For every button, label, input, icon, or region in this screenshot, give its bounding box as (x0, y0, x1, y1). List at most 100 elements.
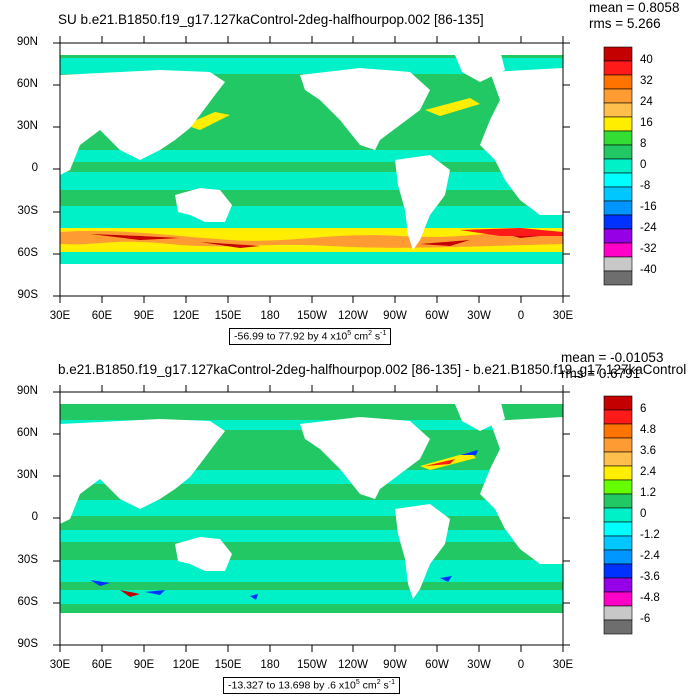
colorbar-swatch (603, 563, 633, 579)
colorbar-swatch (603, 46, 633, 62)
p1-lat-label: 30S (17, 205, 38, 217)
p1-lon-label: 30E (49, 310, 71, 322)
colorbar-label: 0 (640, 159, 647, 171)
colorbar-swatch (603, 74, 633, 90)
colorbar-label: -16 (640, 201, 657, 213)
panel2-title: b.e21.B1850.f19_g17.127kaControl-2deg-ha… (58, 362, 687, 377)
colorbar-swatch (603, 507, 633, 523)
colorbar-label: 24 (640, 96, 653, 108)
panel1-range-box: -56.99 to 77.92 by 4 x105 cm2 s-1 (229, 328, 392, 345)
colorbar-swatch (603, 535, 633, 551)
colorbar-swatch (603, 242, 633, 258)
colorbar-swatch (603, 186, 633, 202)
range-exp: 5 (347, 330, 352, 337)
colorbar-swatch (603, 619, 633, 635)
p1-lat-label: 60S (17, 247, 38, 259)
colorbar-swatch (603, 116, 633, 132)
p1-lat-label: 0 (31, 162, 38, 174)
p2-lon-label: 90E (133, 659, 155, 671)
colorbar-label: -6 (640, 613, 651, 625)
colorbar-swatch (603, 451, 633, 467)
panel2-map (59, 391, 564, 646)
panel1-rms: rms = 5.266 (589, 16, 661, 31)
colorbar-label: 32 (640, 75, 653, 87)
panel1-colorbar (603, 46, 633, 286)
colorbar-swatch (603, 423, 633, 439)
colorbar-swatch (603, 130, 633, 146)
colorbar-label: 40 (640, 54, 653, 66)
p1-lat-label: 90S (17, 289, 38, 301)
colorbar-label: -40 (640, 264, 657, 276)
range-unit: cm (359, 679, 377, 692)
colorbar-label: 8 (640, 138, 647, 150)
p1-lon-label: 120E (172, 310, 200, 322)
colorbar-label: -1.2 (640, 529, 660, 541)
panel2-mean: mean = -0.01053 (561, 350, 664, 365)
colorbar-swatch (603, 409, 633, 425)
colorbar-swatch (603, 591, 633, 607)
p1-lat-label: 60N (16, 78, 38, 90)
panel1-title: SU b.e21.B1850.f19_g17.127kaControl-2deg… (58, 12, 484, 27)
colorbar-swatch (603, 395, 633, 411)
p1-lon-label: 60E (91, 310, 113, 322)
p1-lon-label: 30E (552, 310, 574, 322)
colorbar-swatch (603, 214, 633, 230)
p1-lat-label: 30N (16, 120, 38, 132)
p2-lon-label: 0 (517, 659, 525, 671)
colorbar-swatch (603, 479, 633, 495)
range-unit-exp: 2 (376, 679, 381, 686)
colorbar-label: 0 (640, 508, 647, 520)
colorbar-swatch (603, 102, 633, 118)
colorbar-swatch (603, 437, 633, 453)
p2-lon-label: 90W (383, 659, 407, 671)
colorbar-swatch (603, 158, 633, 174)
colorbar-swatch (603, 493, 633, 509)
p1-lon-label: 90W (383, 310, 407, 322)
colorbar-label: 3.6 (640, 445, 656, 457)
p1-lon-label: 60W (425, 310, 449, 322)
colorbar-label: -8 (640, 180, 651, 192)
p1-lon-label: 150E (214, 310, 242, 322)
colorbar-swatch (603, 605, 633, 621)
colorbar-swatch (603, 60, 633, 76)
p2-lon-label: 120W (337, 659, 369, 671)
colorbar-swatch (603, 256, 633, 272)
p2-lat-label: 60N (16, 427, 38, 439)
colorbar-swatch (603, 465, 633, 481)
p2-lon-label: 30E (49, 659, 71, 671)
p2-lon-label: 150E (214, 659, 242, 671)
p1-lon-label: 180 (260, 310, 280, 322)
p2-lon-label: 30E (552, 659, 574, 671)
p2-lat-label: 30S (17, 554, 38, 566)
colorbar-label: -3.6 (640, 571, 660, 583)
range-unit-exp: -1 (380, 330, 387, 337)
p1-lon-label: 90E (133, 310, 155, 322)
p2-lon-label: 60W (425, 659, 449, 671)
p2-lat-label: 0 (31, 511, 38, 523)
colorbar-label: 2.4 (640, 466, 656, 478)
p2-lon-label: 60E (91, 659, 113, 671)
colorbar-swatch (603, 88, 633, 104)
range-unit: s (371, 330, 381, 343)
colorbar-swatch (603, 200, 633, 216)
p2-lon-label: 120E (172, 659, 200, 671)
p1-land-eurasia (60, 70, 225, 175)
panel2-colorbar (603, 395, 633, 635)
colorbar-label: -32 (640, 243, 657, 255)
range-unit-exp: 2 (368, 330, 372, 337)
colorbar-label: -4.8 (640, 592, 660, 604)
colorbar-label: 4.8 (640, 424, 656, 436)
colorbar-swatch (603, 228, 633, 244)
p2-lon-label: 150W (296, 659, 328, 671)
panel1-ticks (53, 36, 570, 303)
p1-land-north-america (300, 68, 430, 150)
p1-lat-label: 90N (16, 36, 38, 48)
colorbar-swatch (603, 521, 633, 537)
p1-lon-label: 150W (296, 310, 328, 322)
range-text: -13.327 to 13.698 by .6 x10 (228, 679, 356, 692)
panel2-range-box: -13.327 to 13.698 by .6 x105 cm2 s-1 (223, 677, 400, 694)
p1-land-south-america (395, 155, 450, 250)
p1-lon-label: 30W (467, 310, 491, 322)
colorbar-swatch (603, 270, 633, 286)
p1-lon-label: 120W (337, 310, 369, 322)
